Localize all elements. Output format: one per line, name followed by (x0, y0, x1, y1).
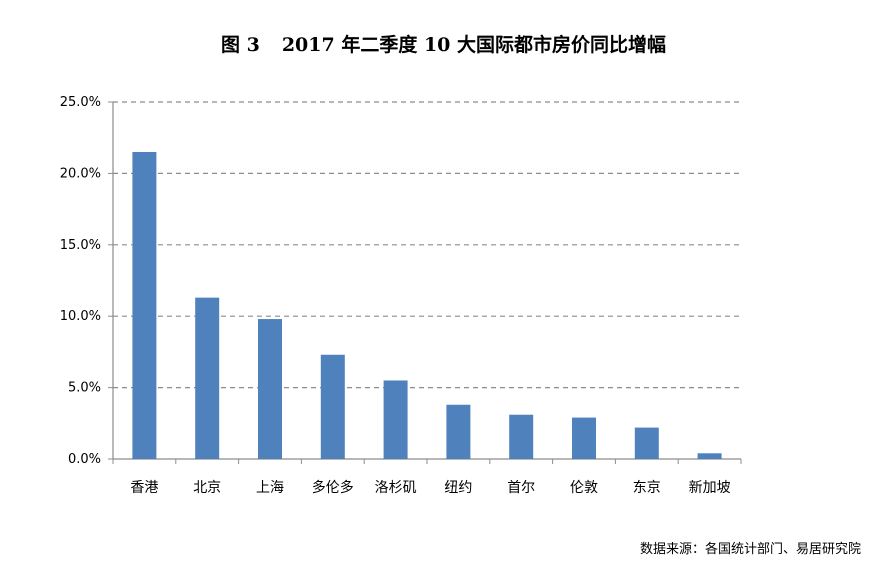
bar (446, 404, 471, 459)
bar (697, 453, 722, 459)
x-tick-label: 香港 (130, 480, 158, 496)
bar (132, 151, 157, 460)
bar (383, 380, 408, 459)
x-tick-label: 多伦多 (312, 479, 354, 496)
x-tick-label: 上海 (256, 480, 284, 496)
bar (572, 417, 596, 459)
data-source: 数据来源：各国统计部门、易居研究院 (639, 542, 861, 557)
y-tick-label: 15.0% (60, 238, 101, 253)
bar (258, 319, 282, 459)
y-tick-label: 5.0% (68, 381, 101, 396)
y-tick-label: 20.0% (60, 166, 101, 181)
chart-title: 图 3 2017 年二季度 10 大国际都市房价同比增幅 (0, 30, 887, 57)
y-tick-label: 10.0% (60, 309, 101, 324)
bar (195, 297, 220, 459)
bar (509, 414, 534, 459)
figure-title: 2017 年二季度 10 大国际都市房价同比增幅 (281, 34, 666, 56)
y-tick-label: 0.0% (68, 452, 101, 467)
y-tick-label: 25.0% (60, 95, 101, 110)
x-tick-label: 首尔 (507, 480, 535, 496)
x-tick-label: 伦敦 (570, 480, 598, 496)
x-tick-label: 洛杉矶 (375, 480, 417, 496)
x-tick-label: 北京 (193, 480, 221, 496)
x-tick-label: 纽约 (444, 480, 472, 496)
x-tick-label: 新加坡 (689, 480, 731, 496)
x-tick-label: 东京 (633, 480, 661, 496)
figure-label: 图 3 (220, 34, 260, 56)
bar (320, 354, 345, 459)
bar (634, 427, 659, 459)
